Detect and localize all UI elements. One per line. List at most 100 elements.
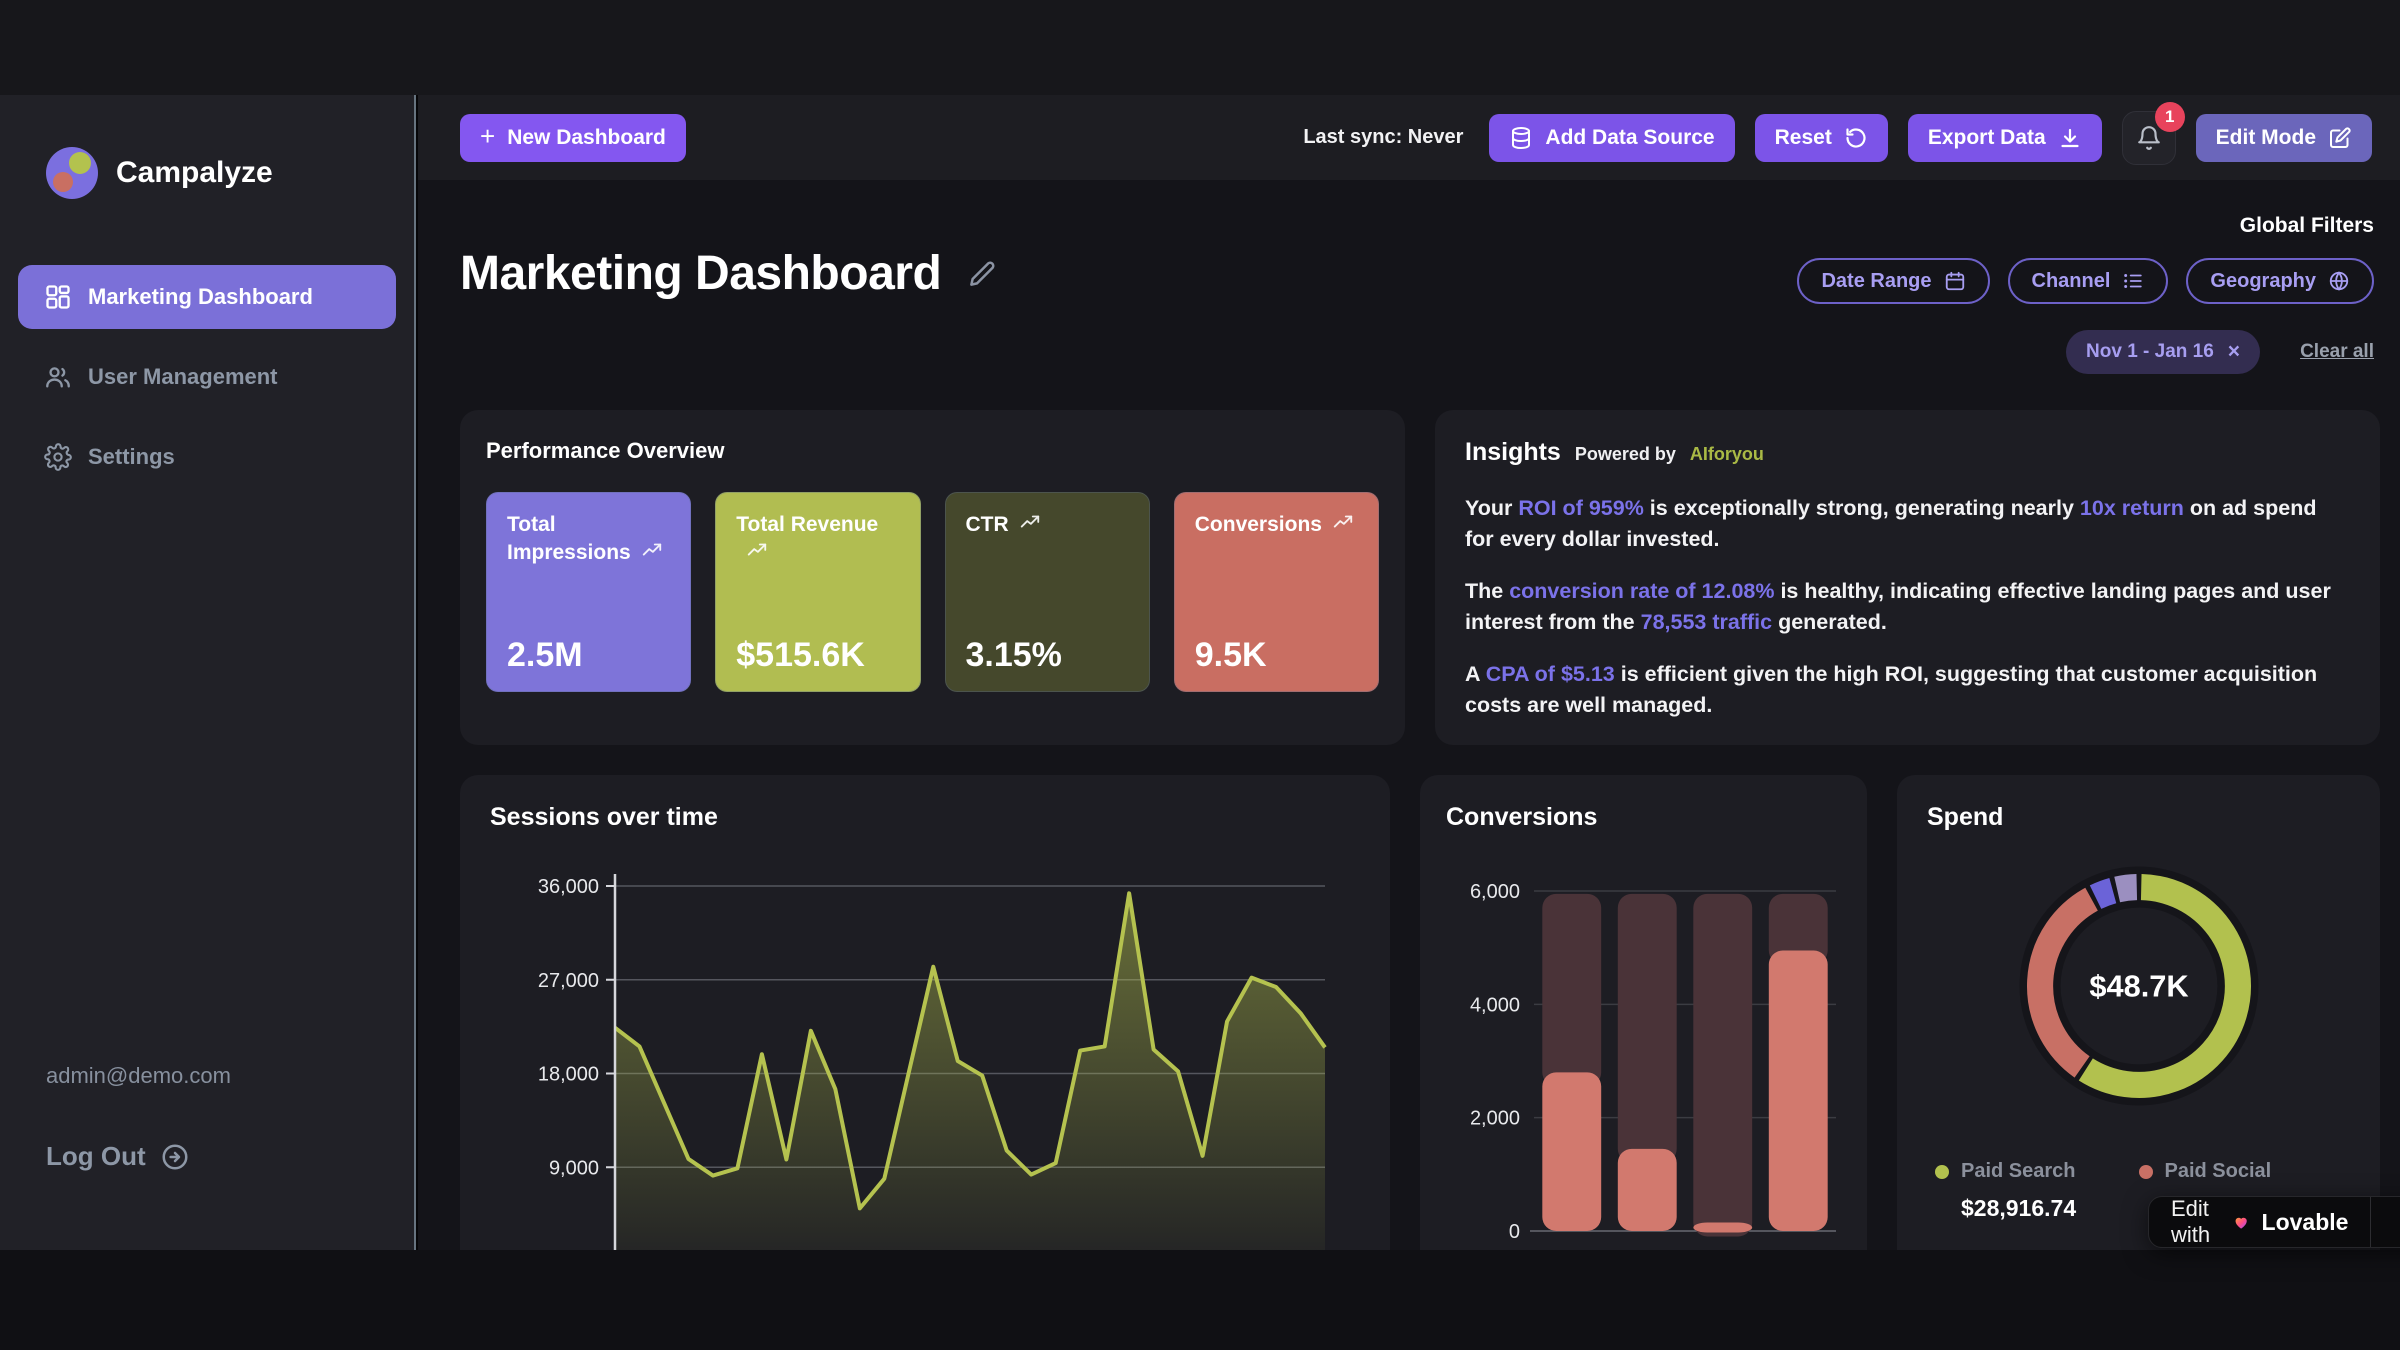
edit-square-icon: [2330, 126, 2351, 148]
lovable-heart-icon: [2235, 1217, 2247, 1229]
sidebar-item-label: User Management: [88, 364, 278, 389]
sessions-panel: Sessions over time 09,00018,00027,00036,…: [460, 775, 1390, 1250]
user-email: admin@demo.com: [46, 1063, 231, 1088]
trend-up-icon: [1019, 511, 1041, 533]
filter-button-geography[interactable]: Geography: [2186, 258, 2374, 304]
edit-with-label: Edit with: [2171, 1196, 2211, 1247]
last-sync-status: Last sync: Never: [1303, 126, 1464, 148]
spend-panel: Spend $48.7K Paid Search $28,916.74 Paid S…: [1897, 775, 2380, 1250]
legend-dot: [1935, 1164, 1949, 1179]
svg-text:$48.7K: $48.7K: [2089, 968, 2188, 1003]
filter-button-date-range[interactable]: Date Range: [1797, 258, 1990, 304]
calendar-icon: [1944, 270, 1966, 292]
svg-text:0: 0: [1509, 1221, 1520, 1243]
svg-text:9,000: 9,000: [549, 1157, 599, 1179]
divider: [2370, 1197, 2372, 1247]
remove-filter-icon[interactable]: ×: [2227, 340, 2241, 363]
reset-button[interactable]: Reset: [1754, 113, 1888, 162]
topbar: + New Dashboard Last sync: Never Add Dat…: [418, 95, 2400, 180]
edit-with-lovable-badge[interactable]: Edit with Lovable ×: [2148, 1196, 2400, 1248]
global-filters-label: Global Filters: [2239, 214, 2374, 237]
app-name: Campalyze: [116, 156, 273, 189]
logout-button[interactable]: Log Out: [46, 1141, 231, 1172]
powered-by-label: Powered by: [1574, 444, 1676, 464]
app-logo: Campalyze: [0, 95, 414, 199]
sidebar: Campalyze Marketing Dashboard User Manage…: [0, 95, 416, 1250]
kpi-card-ctr[interactable]: CTR 3.15%: [944, 492, 1150, 692]
filter-label: Date Range: [1821, 269, 1932, 292]
kpi-value: 2.5M: [507, 636, 583, 674]
insight-paragraph: A CPA of $5.13 is efficient given the hi…: [1465, 662, 2318, 717]
svg-text:36,000: 36,000: [538, 876, 599, 898]
list-icon: [2122, 270, 2144, 292]
top-strip: [0, 0, 2400, 95]
insights-title: Insights: [1465, 438, 1561, 466]
kpi-label: Conversions: [1194, 513, 1322, 536]
filter-chip-label: Nov 1 - Jan 16: [2086, 341, 2214, 362]
add-data-source-button[interactable]: Add Data Source: [1489, 113, 1735, 162]
sidebar-item-label: Marketing Dashboard: [88, 284, 313, 309]
main-content: Marketing Dashboard Global Filters Date …: [418, 180, 2400, 1250]
legend-label: Paid Search: [1961, 1160, 2076, 1182]
download-icon: [2061, 128, 2079, 147]
edit-mode-label: Edit Mode: [2215, 125, 2316, 149]
bottom-strip: [0, 1250, 2400, 1350]
kpi-card-total-revenue[interactable]: Total Revenue $515.6K: [715, 492, 921, 692]
spend-donut-chart[interactable]: $48.7K: [1999, 846, 2279, 1126]
bell-icon: [2137, 125, 2160, 150]
svg-text:6,000: 6,000: [1470, 881, 1520, 903]
gear-icon: [44, 443, 72, 471]
edit-title-pencil-icon[interactable]: [967, 259, 997, 289]
close-badge-icon[interactable]: ×: [2387, 1208, 2400, 1236]
sidebar-item-settings[interactable]: Settings: [18, 425, 396, 489]
spend-chart-title: Spend: [1927, 803, 2004, 831]
trend-up-icon: [1332, 511, 1354, 533]
insights-provider: AIforyou: [1689, 444, 1764, 464]
kpi-label: Total Impressions: [507, 513, 631, 565]
sidebar-item-user-management[interactable]: User Management: [18, 345, 396, 409]
kpi-value: $515.6K: [736, 636, 865, 674]
users-icon: [44, 363, 72, 391]
filter-button-channel[interactable]: Channel: [2007, 258, 2169, 304]
lovable-brand-label: Lovable: [2261, 1208, 2349, 1235]
database-icon: [1512, 126, 1531, 149]
legend-dot: [2138, 1164, 2153, 1179]
reset-label: Reset: [1774, 125, 1832, 149]
plus-icon: +: [480, 121, 496, 151]
conversions-panel: Conversions 02,0004,0006,000SearchSocial…: [1420, 775, 1867, 1250]
page-title: Marketing Dashboard: [460, 247, 942, 300]
svg-text:18,000: 18,000: [538, 1064, 599, 1086]
notifications-button[interactable]: 1: [2121, 101, 2185, 165]
insights-body: Your ROI of 959% is exceptionally strong…: [1465, 493, 2350, 720]
new-dashboard-button[interactable]: + New Dashboard: [460, 113, 686, 162]
sidebar-item-marketing-dashboard[interactable]: Marketing Dashboard: [18, 265, 396, 329]
date-range-filter-chip[interactable]: Nov 1 - Jan 16 ×: [2066, 330, 2261, 374]
sessions-chart-title: Sessions over time: [490, 803, 718, 831]
trend-up-icon: [746, 539, 768, 561]
filter-label: Geography: [2210, 269, 2316, 292]
conversions-chart-title: Conversions: [1446, 803, 1598, 831]
global-filters-row: Date Range Channel Geography: [1797, 258, 2374, 304]
clear-all-filters-link[interactable]: Clear all: [2300, 341, 2374, 362]
legend-label: Paid Social: [2164, 1160, 2272, 1182]
kpi-value: 9.5K: [1194, 636, 1267, 674]
svg-text:2,000: 2,000: [1470, 1108, 1520, 1130]
export-data-button[interactable]: Export Data: [1907, 113, 2102, 162]
svg-text:4,000: 4,000: [1470, 994, 1520, 1016]
trend-up-icon: [641, 539, 663, 561]
kpi-value: 3.15%: [965, 636, 1062, 674]
kpi-card-total-impressions[interactable]: Total Impressions 2.5M: [486, 492, 692, 692]
logo-icon: [46, 147, 98, 199]
filter-label: Channel: [2031, 269, 2111, 292]
legend-item-paid-search: Paid Search $28,916.74: [1935, 1160, 2139, 1222]
edit-mode-button[interactable]: Edit Mode: [2195, 113, 2372, 162]
performance-overview-panel: Performance Overview Total Impressions 2.…: [460, 410, 1405, 745]
insights-panel: Insights Powered by AIforyou Your ROI of…: [1435, 410, 2380, 745]
svg-text:27,000: 27,000: [538, 970, 599, 992]
kpi-card-conversions[interactable]: Conversions 9.5K: [1173, 492, 1379, 692]
sidebar-item-label: Settings: [88, 444, 175, 469]
logout-label: Log Out: [46, 1141, 146, 1171]
